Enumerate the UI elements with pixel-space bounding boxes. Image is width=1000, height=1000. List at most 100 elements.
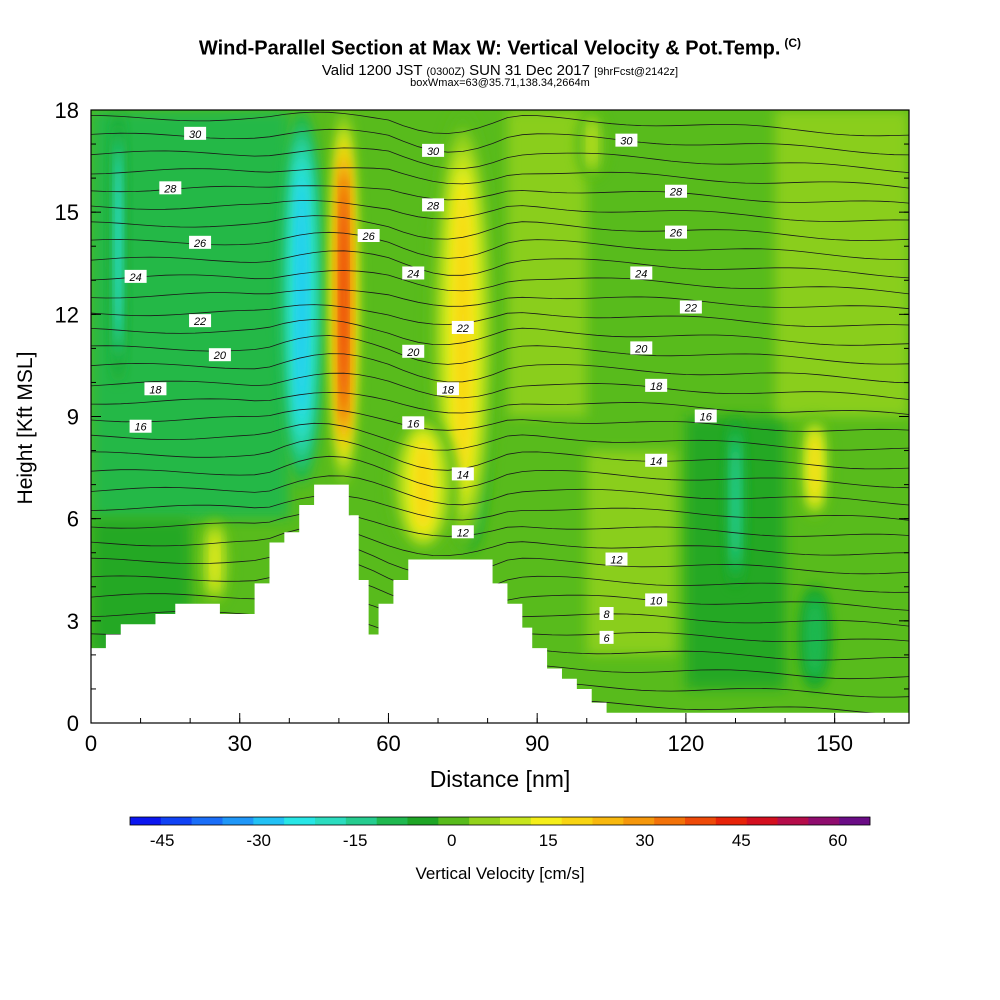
isentrope-label: 30 [422,143,445,158]
isentrope-label: 26 [357,229,380,243]
chart-title: Wind-Parallel Section at Max W: Vertical… [198,36,802,60]
colorbar-swatch [592,817,624,825]
isentrope-line [91,318,909,346]
axes: 0 30 60 90 120 150 0 3 6 9 12 15 18 [55,98,909,756]
colorbar-swatch [500,817,532,825]
svg-text:28: 28 [426,200,440,212]
box-wmax-info: boxWmax=63@35.71,138.34,2664m [410,77,590,89]
x-axis-label: Distance [nm] [429,766,571,792]
y-axis-label: Height [Kft MSL] [14,351,37,505]
isentrope-line [91,288,909,310]
svg-text:26: 26 [193,238,207,250]
colorbar-tick-label: -15 [343,831,368,850]
isentrope-line [91,128,909,156]
terrain-mask [91,484,909,723]
colorbar-swatch [654,817,686,825]
isentrope-label: 16 [402,416,425,430]
isentrope-label: 28 [422,198,445,212]
isentrope-line [91,422,909,451]
isentrope-label: 16 [694,409,717,424]
colorbar-tick-label: -30 [246,831,271,850]
isentrope-line [91,526,909,557]
isentrope-label: 24 [402,266,425,280]
colorbar-swatch [839,817,871,825]
isentrope-label: 6 [599,630,614,645]
isentrope-lines [91,111,909,719]
x-tick-label: 30 [227,731,251,756]
colorbar-swatch [715,817,747,825]
isentrope-line [91,167,909,189]
isentrope-label: 10 [645,593,668,607]
isentrope-label: 20 [208,348,231,362]
velocity-cell [211,533,218,589]
isentrope-line [91,438,909,471]
isentrope-labels: 30 28 26 24 22 20 18 16 30 28 26 24 22 20 18 16 14 12 30 28… [124,126,717,645]
y-tick-label: 18 [55,98,79,123]
y-tick-label: 12 [55,302,79,327]
isentrope-label: 24 [124,269,147,284]
colorbar-swatch [376,817,408,825]
colorbar-tick-label: 30 [635,831,654,850]
isentrope-line [91,185,909,204]
colorbar-swatch [808,817,840,825]
valid-utc: (0300Z) [426,66,465,78]
svg-text:20: 20 [213,350,227,362]
isentrope-line [91,558,909,596]
isentrope-label: 26 [189,235,212,250]
isentrope-label: 26 [664,225,687,240]
svg-text:18: 18 [149,384,162,396]
colorbar-tick-label: 0 [447,831,456,850]
isentrope-line [91,512,909,537]
isentrope-line [91,372,909,400]
isentrope-label: 12 [451,525,474,539]
velocity-cell [811,434,818,501]
y-tick-label: 0 [67,711,79,736]
colorbar-swatch [315,817,347,825]
isentrope-label: 22 [189,314,212,328]
y-tick-label: 9 [67,405,79,430]
isentrope-label: 18 [436,382,459,396]
y-tick-label: 6 [67,507,79,532]
svg-text:28: 28 [669,187,683,199]
isentrope-line [91,215,909,241]
svg-text:16: 16 [134,422,147,434]
svg-text:14: 14 [457,469,469,481]
forecast-info: [9hrFcst@2142z] [594,66,679,78]
isentrope-line [91,200,909,222]
colorbar-swatch [130,817,162,825]
isentrope-label: 20 [630,341,653,355]
velocity-cell [297,177,307,418]
colorbar-swatch [469,817,501,825]
svg-text:26: 26 [669,228,683,240]
svg-text:18: 18 [442,384,455,396]
copyright-mark: (C) [784,36,802,50]
isentrope-label: 30 [615,133,638,148]
svg-text:16: 16 [407,418,420,430]
colorbar-swatch [438,817,470,825]
svg-text:14: 14 [650,456,662,468]
isentrope-line [91,304,909,327]
svg-text:22: 22 [684,303,697,315]
isentrope-label: 20 [402,344,425,359]
isentrope-line [91,391,909,415]
isentrope-label: 12 [605,552,628,567]
svg-text:30: 30 [620,136,633,148]
x-tick-label: 150 [816,731,853,756]
isentrope-line [91,111,909,137]
svg-text:12: 12 [457,527,469,539]
colorbar-tick-label: 45 [732,831,751,850]
colorbar-swatch [623,817,655,825]
isentrope-line [91,270,909,295]
svg-text:26: 26 [361,231,375,243]
colorbar-label: Vertical Velocity [cm/s] [415,864,585,883]
svg-text:18: 18 [650,381,663,393]
svg-text:20: 20 [406,347,420,359]
svg-text:30: 30 [427,146,440,158]
isentrope-line [91,475,909,506]
x-tick-label: 90 [525,731,549,756]
colorbar-swatch [685,817,717,825]
svg-text:20: 20 [634,343,648,355]
isentrope-label: 28 [159,181,182,195]
svg-text:30: 30 [189,129,202,141]
